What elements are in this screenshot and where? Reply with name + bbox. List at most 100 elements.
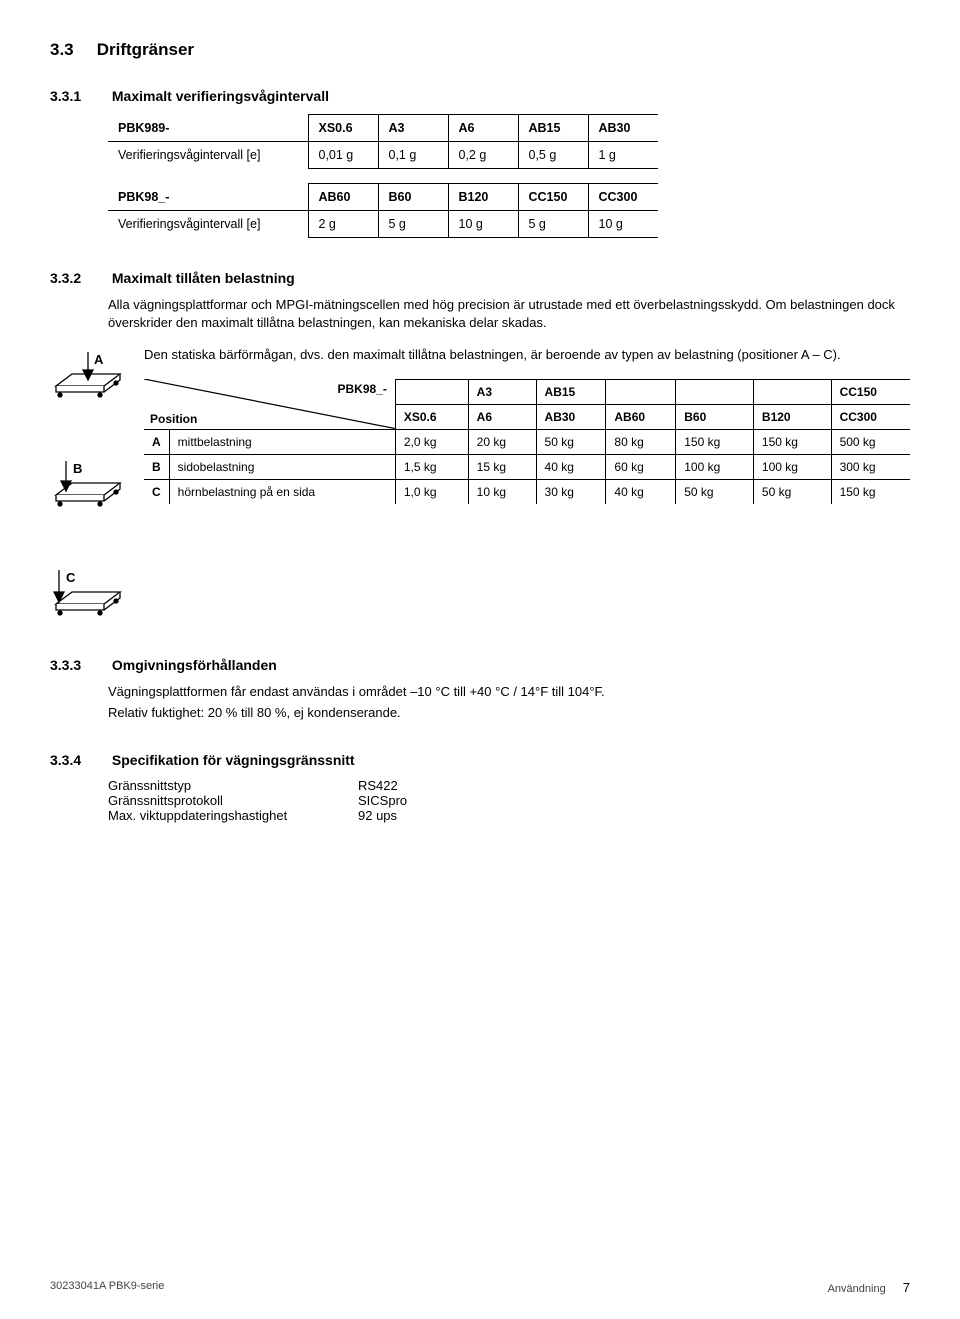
model-header: PBK989-: [108, 115, 308, 142]
section-number: 3.3: [50, 40, 92, 60]
subsection-number: 3.3.1: [50, 88, 108, 104]
platform-side-load-icon: B: [50, 459, 126, 518]
row-key: A: [144, 429, 169, 454]
footer-right: Användning 7: [828, 1280, 910, 1295]
col-header: CC300: [588, 184, 658, 211]
row-label: Verifieringsvågintervall [e]: [108, 142, 308, 169]
table-verification-interval-1: PBK989- XS0.6 A3 A6 AB15 AB30 Verifierin…: [108, 114, 658, 169]
spec-key: Gränssnittsprotokoll: [108, 793, 358, 808]
paragraph: Alla vägningsplattformar och MPGI-mätnin…: [108, 296, 910, 332]
cell: 10 g: [448, 211, 518, 238]
spec-value: 92 ups: [358, 808, 397, 823]
page-number: 7: [903, 1280, 910, 1295]
cell: 100 kg: [676, 454, 754, 479]
footer-section-label: Användning: [828, 1283, 886, 1295]
col-header: A6: [448, 115, 518, 142]
col-header: CC150: [831, 379, 910, 404]
cell: 15 kg: [468, 454, 536, 479]
col-header: CC150: [518, 184, 588, 211]
paragraph: Den statiska bärförmågan, dvs. den maxim…: [144, 346, 910, 364]
spec-key: Max. viktuppdateringshastighet: [108, 808, 358, 823]
cell: 0,5 g: [518, 142, 588, 169]
spec-row: Max. viktuppdateringshastighet92 ups: [108, 808, 910, 823]
footer-left: 30233041A PBK9-serie: [50, 1280, 164, 1295]
row-label: mittbelastning: [169, 429, 395, 454]
col-header: [395, 379, 468, 404]
section-heading: 3.3 Driftgränser: [50, 40, 910, 60]
col-header: CC300: [831, 404, 910, 429]
cell: 40 kg: [606, 479, 676, 504]
col-header: B120: [753, 404, 831, 429]
col-header: A3: [468, 379, 536, 404]
spec-key: Gränssnittstyp: [108, 778, 358, 793]
col-header: B120: [448, 184, 518, 211]
subsection-332-heading: 3.3.2 Maximalt tillåten belastning: [50, 270, 910, 286]
cell: 1 g: [588, 142, 658, 169]
col-header: A3: [378, 115, 448, 142]
subsection-title: Maximalt tillåten belastning: [112, 270, 295, 286]
cell: 0,1 g: [378, 142, 448, 169]
cell: 10 g: [588, 211, 658, 238]
cell: 10 kg: [468, 479, 536, 504]
cell: 100 kg: [753, 454, 831, 479]
spec-value: RS422: [358, 778, 398, 793]
spec-list: GränssnittstypRS422GränssnittsprotokollS…: [108, 778, 910, 823]
table-row: Amittbelastning2,0 kg20 kg50 kg80 kg150 …: [144, 429, 910, 454]
paragraph: Vägningsplattformen får endast användas …: [108, 683, 910, 701]
col-header: AB30: [536, 404, 606, 429]
cell: 300 kg: [831, 454, 910, 479]
icon-label: B: [73, 461, 82, 476]
table-verification-interval-2: PBK98_- AB60 B60 B120 CC150 CC300 Verifi…: [108, 183, 658, 238]
subsection-title: Omgivningsförhållanden: [112, 657, 277, 673]
subsection-title: Maximalt verifieringsvågintervall: [112, 88, 329, 104]
corner-bottom-label: Position: [150, 412, 197, 426]
cell: 2,0 kg: [395, 429, 468, 454]
subsection-334-heading: 3.3.4 Specifikation för vägningsgränssni…: [50, 752, 910, 768]
corner-top-label: PBK98_-: [338, 382, 387, 396]
cell: 150 kg: [676, 429, 754, 454]
col-header: AB30: [588, 115, 658, 142]
row-key: B: [144, 454, 169, 479]
paragraph: Relativ fuktighet: 20 % till 80 %, ej ko…: [108, 704, 910, 722]
col-header: AB15: [518, 115, 588, 142]
cell: 1,5 kg: [395, 454, 468, 479]
row-label: hörnbelastning på en sida: [169, 479, 395, 504]
col-header: A6: [468, 404, 536, 429]
table-row: Verifieringsvågintervall [e] 2 g 5 g 10 …: [108, 211, 658, 238]
col-header: B60: [676, 404, 754, 429]
section-title: Driftgränser: [97, 40, 194, 59]
cell: 50 kg: [753, 479, 831, 504]
cell: 20 kg: [468, 429, 536, 454]
cell: 30 kg: [536, 479, 606, 504]
cell: 60 kg: [606, 454, 676, 479]
page-footer: 30233041A PBK9-serie Användning 7: [50, 1280, 910, 1295]
cell: 0,2 g: [448, 142, 518, 169]
subsection-title: Specifikation för vägningsgränssnitt: [112, 752, 355, 768]
subsection-number: 3.3.2: [50, 270, 108, 286]
cell: 2 g: [308, 211, 378, 238]
table-row: PBK98_- Position A3 AB15 CC150: [144, 379, 910, 404]
col-header: [676, 379, 754, 404]
icon-label: A: [94, 352, 104, 367]
icon-label: C: [66, 570, 76, 585]
cell: 50 kg: [536, 429, 606, 454]
spec-value: SICSpro: [358, 793, 407, 808]
row-label: Verifieringsvågintervall [e]: [108, 211, 308, 238]
model-header: PBK98_-: [108, 184, 308, 211]
cell: 40 kg: [536, 454, 606, 479]
table-row: Bsidobelastning1,5 kg15 kg40 kg60 kg100 …: [144, 454, 910, 479]
col-header: [753, 379, 831, 404]
cell: 0,01 g: [308, 142, 378, 169]
row-key: C: [144, 479, 169, 504]
cell: 5 g: [518, 211, 588, 238]
col-header: XS0.6: [395, 404, 468, 429]
cell: 5 g: [378, 211, 448, 238]
cell: 50 kg: [676, 479, 754, 504]
subsection-number: 3.3.4: [50, 752, 108, 768]
row-label: sidobelastning: [169, 454, 395, 479]
cell: 500 kg: [831, 429, 910, 454]
col-header: B60: [378, 184, 448, 211]
cell: 80 kg: [606, 429, 676, 454]
cell: 1,0 kg: [395, 479, 468, 504]
col-header: AB15: [536, 379, 606, 404]
